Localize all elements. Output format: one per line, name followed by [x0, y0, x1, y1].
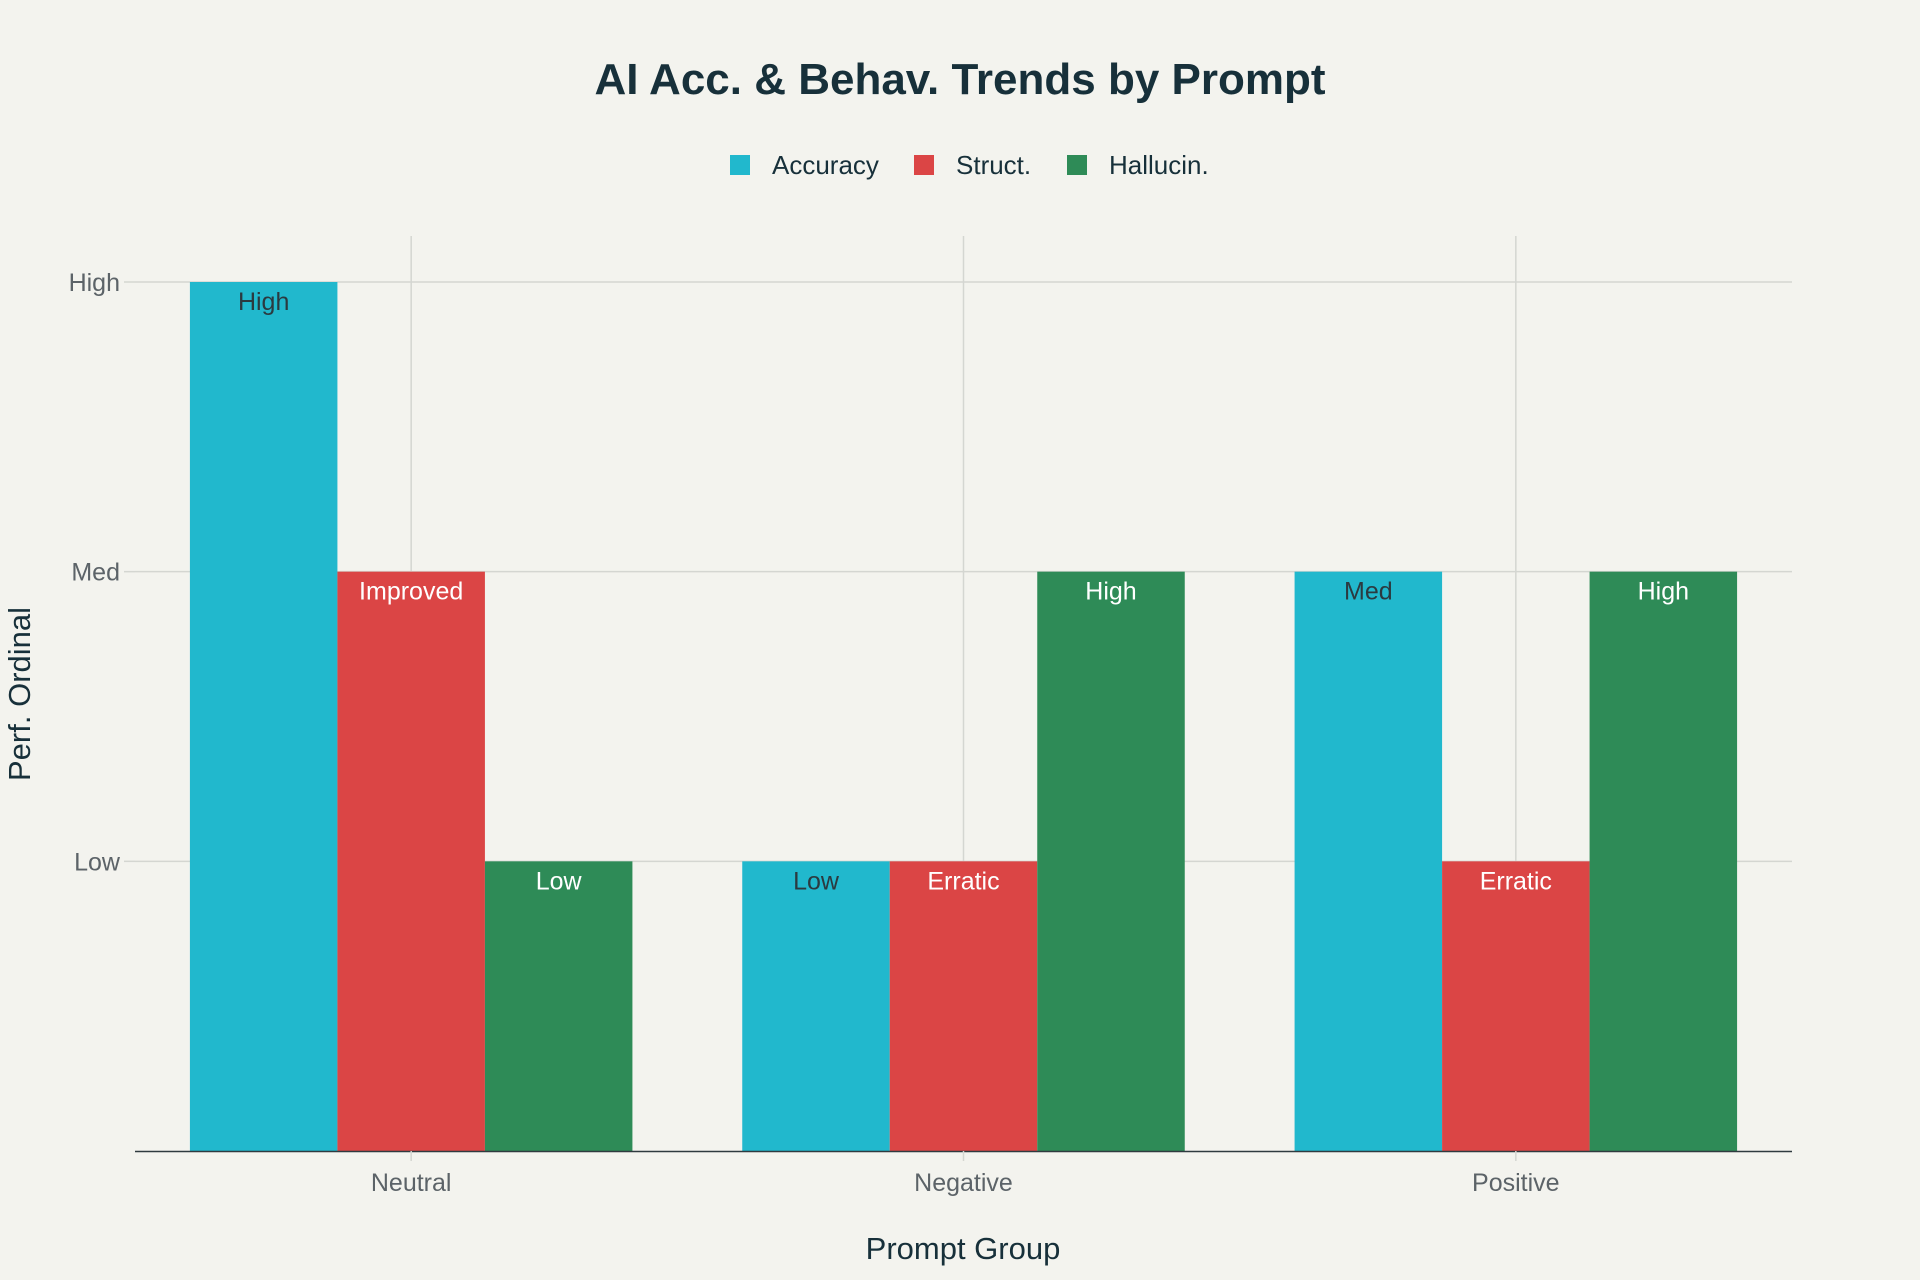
- x-tick-label: Neutral: [371, 1169, 452, 1197]
- legend: Accuracy Struct. Hallucin.: [730, 150, 1209, 180]
- bar-accuracy-negative: [742, 861, 890, 1151]
- legend-label: Hallucin.: [1109, 150, 1209, 180]
- bar-hallucin-positive: [1589, 571, 1738, 1151]
- y-axis-title: Perf. Ordinal: [2, 607, 37, 781]
- legend-swatch: [730, 155, 750, 175]
- bar-label: Erratic: [927, 867, 999, 895]
- x-axis-ticks: Neutral Negative Positive: [371, 1151, 1560, 1197]
- bar-label: Erratic: [1480, 867, 1552, 895]
- bar-struct-positive: [1442, 861, 1590, 1151]
- bar-labels: High Low Med Improved Erratic Erratic Low High H…: [238, 288, 1689, 895]
- legend-swatch: [914, 155, 934, 175]
- bar-label: High: [238, 288, 289, 316]
- bar-label: Low: [536, 867, 583, 895]
- y-tick-label: Low: [74, 848, 121, 876]
- y-tick-label: Med: [71, 559, 120, 587]
- y-tick-label: High: [69, 269, 120, 297]
- x-axis-title: Prompt Group: [866, 1231, 1061, 1266]
- bar-label: Improved: [359, 578, 463, 606]
- bar-hallucin-neutral: [484, 861, 633, 1151]
- bar-accuracy-neutral: [189, 282, 338, 1151]
- bar-struct-negative: [889, 861, 1038, 1151]
- bar-label: Low: [793, 867, 840, 895]
- bar-label: High: [1638, 578, 1689, 606]
- bar-struct-neutral: [337, 571, 485, 1151]
- bar-hallucin-negative: [1037, 571, 1185, 1151]
- bar-label: High: [1085, 578, 1136, 606]
- x-tick-label: Negative: [914, 1169, 1013, 1197]
- legend-swatch: [1067, 155, 1087, 175]
- bars: [189, 282, 1738, 1151]
- x-tick-label: Positive: [1472, 1169, 1560, 1197]
- legend-label: Accuracy: [772, 150, 879, 180]
- bar-accuracy-positive: [1294, 571, 1443, 1151]
- y-axis-ticks: Low Med High: [69, 269, 135, 876]
- bar-label: Med: [1344, 578, 1393, 606]
- legend-label: Struct.: [956, 150, 1031, 180]
- chart-title: AI Acc. & Behav. Trends by Prompt: [594, 55, 1325, 104]
